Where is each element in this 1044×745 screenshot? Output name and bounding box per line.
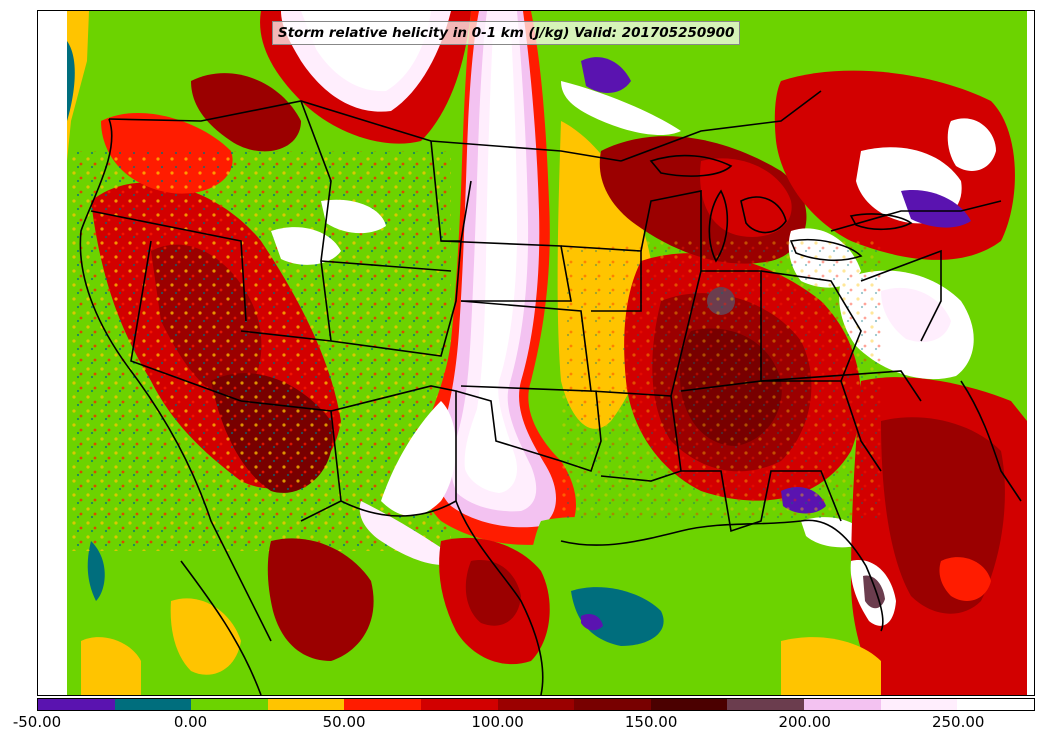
colorbar-segment <box>344 699 422 710</box>
colorbar-segment <box>880 699 958 710</box>
colorbar-tick-label: 200.00 <box>778 713 831 731</box>
map-title: Storm relative helicity in 0-1 km (J/kg)… <box>272 21 741 45</box>
colorbar-segment <box>38 699 115 710</box>
colorbar-segment <box>421 699 498 710</box>
map-panel <box>37 10 1035 696</box>
great-lakes <box>649 154 913 263</box>
colorbar-segment <box>727 699 805 710</box>
colorbar-tick-label: 50.00 <box>322 713 366 731</box>
helicity-map <box>38 11 1034 695</box>
colorbar-segment <box>804 699 881 710</box>
colorbar-tick-label: 150.00 <box>624 713 678 731</box>
colorbar-tick-label: 100.00 <box>471 713 524 731</box>
colorbar-tick-label: 250.00 <box>931 713 985 731</box>
state-boundaries <box>79 90 1022 695</box>
colorbar-tick-label: -50.00 <box>12 713 62 731</box>
colorbar-segment <box>114 699 192 710</box>
colorbar-segment <box>650 699 728 710</box>
colorbar <box>37 698 1035 711</box>
colorbar-segment <box>191 699 268 710</box>
colorbar-segment <box>957 699 1034 710</box>
colorbar-segment <box>574 699 651 710</box>
colorbar-tick-label: 0.00 <box>173 713 208 731</box>
colorbar-segment <box>497 699 575 710</box>
colorbar-segment <box>267 699 345 710</box>
